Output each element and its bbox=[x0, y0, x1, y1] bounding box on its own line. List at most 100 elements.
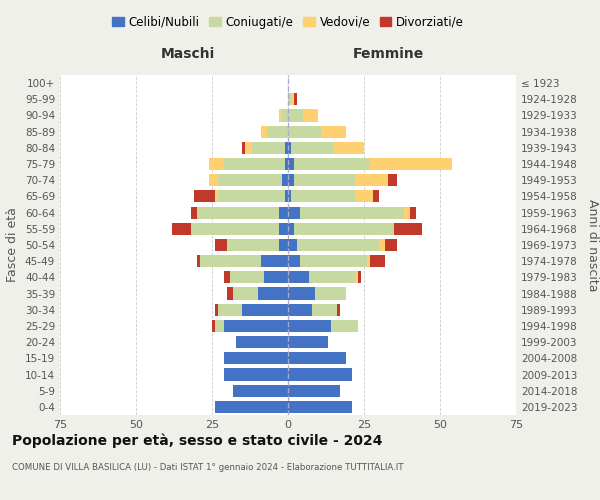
Bar bbox=[288, 110, 303, 122]
Bar bbox=[251, 142, 285, 154]
Bar bbox=[282, 174, 288, 186]
Text: Popolazione per età, sesso e stato civile - 2024: Popolazione per età, sesso e stato civil… bbox=[12, 434, 383, 448]
Bar bbox=[300, 255, 367, 268]
Bar bbox=[242, 142, 245, 154]
Y-axis label: Anni di nascita: Anni di nascita bbox=[586, 198, 599, 291]
Bar bbox=[291, 190, 355, 202]
Bar bbox=[191, 222, 279, 235]
Bar bbox=[279, 239, 288, 251]
Bar bbox=[200, 255, 260, 268]
Bar bbox=[331, 320, 358, 332]
Bar bbox=[285, 190, 288, 202]
Bar bbox=[355, 174, 388, 186]
Bar bbox=[191, 206, 197, 218]
Bar bbox=[233, 288, 257, 300]
Bar bbox=[394, 222, 422, 235]
Text: Maschi: Maschi bbox=[161, 48, 215, 62]
Bar bbox=[288, 255, 300, 268]
Bar bbox=[224, 272, 230, 283]
Bar bbox=[279, 206, 288, 218]
Bar bbox=[215, 304, 218, 316]
Y-axis label: Fasce di età: Fasce di età bbox=[7, 208, 19, 282]
Bar bbox=[172, 222, 191, 235]
Bar bbox=[322, 126, 346, 138]
Bar bbox=[288, 190, 291, 202]
Bar bbox=[209, 158, 224, 170]
Bar bbox=[260, 255, 288, 268]
Bar bbox=[218, 174, 282, 186]
Bar bbox=[404, 206, 410, 218]
Bar bbox=[316, 288, 346, 300]
Bar bbox=[337, 304, 340, 316]
Bar bbox=[358, 272, 361, 283]
Bar bbox=[288, 174, 294, 186]
Bar bbox=[224, 320, 288, 332]
Bar bbox=[215, 190, 218, 202]
Bar bbox=[297, 239, 379, 251]
Bar bbox=[197, 206, 279, 218]
Bar bbox=[260, 126, 267, 138]
Bar bbox=[233, 384, 288, 397]
Bar bbox=[285, 158, 288, 170]
Bar bbox=[194, 190, 215, 202]
Bar bbox=[257, 288, 288, 300]
Bar bbox=[367, 255, 370, 268]
Bar bbox=[370, 158, 452, 170]
Bar bbox=[282, 110, 288, 122]
Bar bbox=[218, 304, 242, 316]
Bar bbox=[309, 272, 355, 283]
Bar bbox=[294, 222, 394, 235]
Bar bbox=[288, 288, 316, 300]
Bar bbox=[294, 174, 355, 186]
Bar bbox=[385, 239, 397, 251]
Bar bbox=[224, 368, 288, 380]
Bar bbox=[288, 206, 300, 218]
Bar bbox=[355, 190, 373, 202]
Bar bbox=[288, 336, 328, 348]
Bar bbox=[288, 320, 331, 332]
Bar bbox=[288, 272, 309, 283]
Bar bbox=[218, 190, 285, 202]
Bar bbox=[288, 304, 313, 316]
Bar bbox=[288, 93, 291, 106]
Bar bbox=[197, 255, 200, 268]
Bar bbox=[227, 288, 233, 300]
Bar bbox=[212, 320, 215, 332]
Bar bbox=[288, 142, 291, 154]
Bar bbox=[279, 110, 282, 122]
Bar bbox=[209, 174, 218, 186]
Text: Femmine: Femmine bbox=[353, 48, 424, 62]
Bar bbox=[215, 320, 224, 332]
Bar bbox=[230, 272, 263, 283]
Bar bbox=[288, 158, 294, 170]
Bar bbox=[288, 352, 346, 364]
Bar bbox=[288, 401, 352, 413]
Bar bbox=[379, 239, 385, 251]
Bar bbox=[294, 158, 370, 170]
Bar bbox=[313, 304, 337, 316]
Bar bbox=[279, 222, 288, 235]
Bar bbox=[288, 384, 340, 397]
Bar bbox=[410, 206, 416, 218]
Bar bbox=[288, 368, 352, 380]
Text: COMUNE DI VILLA BASILICA (LU) - Dati ISTAT 1° gennaio 2024 - Elaborazione TUTTIT: COMUNE DI VILLA BASILICA (LU) - Dati IST… bbox=[12, 463, 404, 472]
Bar bbox=[288, 239, 297, 251]
Bar bbox=[224, 158, 285, 170]
Bar bbox=[263, 272, 288, 283]
Bar bbox=[242, 304, 288, 316]
Bar bbox=[227, 239, 279, 251]
Bar bbox=[291, 93, 294, 106]
Bar bbox=[388, 174, 397, 186]
Bar bbox=[215, 239, 227, 251]
Bar bbox=[236, 336, 288, 348]
Bar bbox=[288, 126, 322, 138]
Bar bbox=[370, 255, 385, 268]
Bar bbox=[285, 142, 288, 154]
Bar bbox=[373, 190, 379, 202]
Legend: Celibi/Nubili, Coniugati/e, Vedovi/e, Divorziati/e: Celibi/Nubili, Coniugati/e, Vedovi/e, Di… bbox=[107, 11, 469, 34]
Bar bbox=[245, 142, 251, 154]
Bar bbox=[355, 272, 358, 283]
Bar bbox=[294, 93, 297, 106]
Bar bbox=[215, 401, 288, 413]
Bar bbox=[300, 206, 404, 218]
